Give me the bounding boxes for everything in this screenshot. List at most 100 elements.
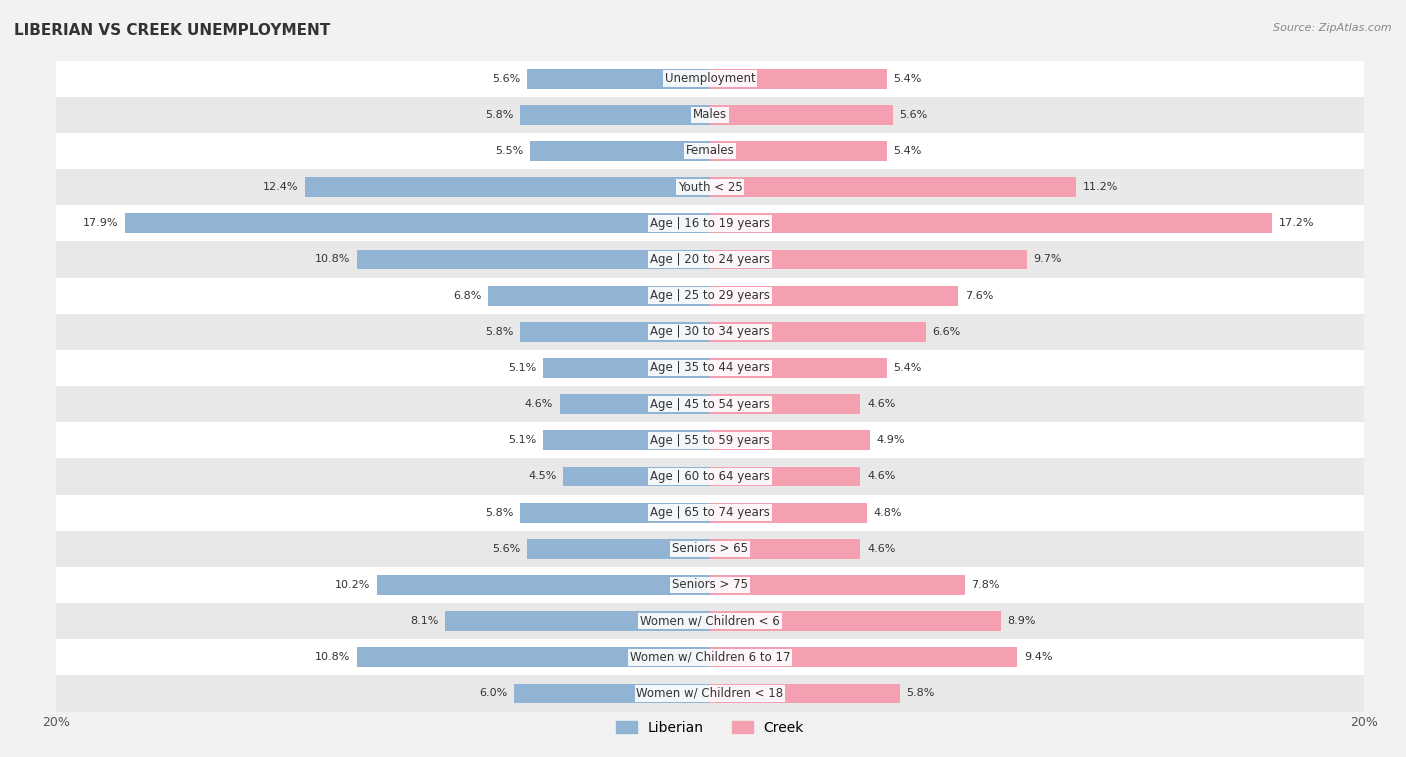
- Text: LIBERIAN VS CREEK UNEMPLOYMENT: LIBERIAN VS CREEK UNEMPLOYMENT: [14, 23, 330, 38]
- Bar: [543, 358, 710, 378]
- Bar: [520, 503, 710, 522]
- Text: Women w/ Children 6 to 17: Women w/ Children 6 to 17: [630, 651, 790, 664]
- Text: Age | 20 to 24 years: Age | 20 to 24 years: [650, 253, 770, 266]
- Bar: [56, 205, 1364, 241]
- Text: 5.6%: 5.6%: [900, 110, 928, 120]
- Text: Age | 30 to 34 years: Age | 30 to 34 years: [650, 326, 770, 338]
- Text: 5.8%: 5.8%: [485, 327, 515, 337]
- Bar: [710, 141, 887, 161]
- Bar: [527, 69, 710, 89]
- Bar: [520, 105, 710, 125]
- Bar: [710, 177, 1076, 197]
- Text: 6.6%: 6.6%: [932, 327, 960, 337]
- Text: Age | 45 to 54 years: Age | 45 to 54 years: [650, 397, 770, 410]
- Bar: [56, 241, 1364, 278]
- Text: Age | 16 to 19 years: Age | 16 to 19 years: [650, 217, 770, 230]
- Legend: Liberian, Creek: Liberian, Creek: [610, 715, 810, 740]
- Bar: [562, 466, 710, 487]
- Text: 5.1%: 5.1%: [509, 363, 537, 373]
- Text: Age | 65 to 74 years: Age | 65 to 74 years: [650, 506, 770, 519]
- Bar: [710, 684, 900, 703]
- Bar: [56, 459, 1364, 494]
- Bar: [357, 647, 710, 667]
- Text: 10.8%: 10.8%: [315, 254, 350, 264]
- Text: Youth < 25: Youth < 25: [678, 181, 742, 194]
- Text: 4.5%: 4.5%: [529, 472, 557, 481]
- Text: 7.6%: 7.6%: [965, 291, 994, 301]
- Bar: [710, 394, 860, 414]
- Bar: [56, 278, 1364, 313]
- Bar: [488, 285, 710, 306]
- Bar: [446, 611, 710, 631]
- Text: Unemployment: Unemployment: [665, 72, 755, 85]
- Bar: [357, 250, 710, 269]
- Text: 5.4%: 5.4%: [893, 73, 921, 83]
- Text: 4.8%: 4.8%: [873, 508, 903, 518]
- Text: 7.8%: 7.8%: [972, 580, 1000, 590]
- Bar: [56, 169, 1364, 205]
- Bar: [377, 575, 710, 595]
- Text: Age | 55 to 59 years: Age | 55 to 59 years: [650, 434, 770, 447]
- Text: Source: ZipAtlas.com: Source: ZipAtlas.com: [1274, 23, 1392, 33]
- Bar: [710, 539, 860, 559]
- Text: 5.6%: 5.6%: [492, 73, 520, 83]
- Bar: [56, 61, 1364, 97]
- Text: 5.8%: 5.8%: [485, 508, 515, 518]
- Text: Females: Females: [686, 145, 734, 157]
- Text: 4.6%: 4.6%: [868, 472, 896, 481]
- Text: Women w/ Children < 18: Women w/ Children < 18: [637, 687, 783, 700]
- Text: 5.5%: 5.5%: [495, 146, 523, 156]
- Bar: [710, 322, 925, 341]
- Text: 5.4%: 5.4%: [893, 146, 921, 156]
- Text: 4.6%: 4.6%: [868, 399, 896, 409]
- Bar: [515, 684, 710, 703]
- Text: Seniors > 65: Seniors > 65: [672, 542, 748, 556]
- Bar: [56, 133, 1364, 169]
- Text: 17.2%: 17.2%: [1279, 218, 1315, 229]
- Bar: [710, 358, 887, 378]
- Text: 5.8%: 5.8%: [905, 689, 935, 699]
- Text: 9.4%: 9.4%: [1024, 653, 1052, 662]
- Bar: [56, 494, 1364, 531]
- Text: 9.7%: 9.7%: [1033, 254, 1062, 264]
- Bar: [710, 213, 1272, 233]
- Text: 10.8%: 10.8%: [315, 653, 350, 662]
- Bar: [56, 313, 1364, 350]
- Text: 4.6%: 4.6%: [868, 544, 896, 554]
- Text: Age | 35 to 44 years: Age | 35 to 44 years: [650, 362, 770, 375]
- Bar: [530, 141, 710, 161]
- Text: 5.4%: 5.4%: [893, 363, 921, 373]
- Bar: [56, 603, 1364, 639]
- Bar: [560, 394, 710, 414]
- Bar: [56, 567, 1364, 603]
- Bar: [56, 639, 1364, 675]
- Bar: [56, 386, 1364, 422]
- Text: 11.2%: 11.2%: [1083, 182, 1118, 192]
- Bar: [710, 466, 860, 487]
- Text: Males: Males: [693, 108, 727, 121]
- Bar: [710, 105, 893, 125]
- Bar: [56, 531, 1364, 567]
- Text: 6.8%: 6.8%: [453, 291, 481, 301]
- Bar: [56, 350, 1364, 386]
- Bar: [710, 647, 1018, 667]
- Text: Age | 60 to 64 years: Age | 60 to 64 years: [650, 470, 770, 483]
- Bar: [543, 431, 710, 450]
- Bar: [520, 322, 710, 341]
- Bar: [710, 575, 965, 595]
- Bar: [125, 213, 710, 233]
- Bar: [710, 250, 1028, 269]
- Bar: [56, 422, 1364, 459]
- Bar: [56, 675, 1364, 712]
- Text: 4.9%: 4.9%: [877, 435, 905, 445]
- Text: Women w/ Children < 6: Women w/ Children < 6: [640, 615, 780, 628]
- Text: Seniors > 75: Seniors > 75: [672, 578, 748, 591]
- Bar: [710, 69, 887, 89]
- Text: 10.2%: 10.2%: [335, 580, 370, 590]
- Text: 4.6%: 4.6%: [524, 399, 553, 409]
- Text: 5.6%: 5.6%: [492, 544, 520, 554]
- Bar: [56, 97, 1364, 133]
- Bar: [527, 539, 710, 559]
- Bar: [710, 503, 868, 522]
- Bar: [710, 611, 1001, 631]
